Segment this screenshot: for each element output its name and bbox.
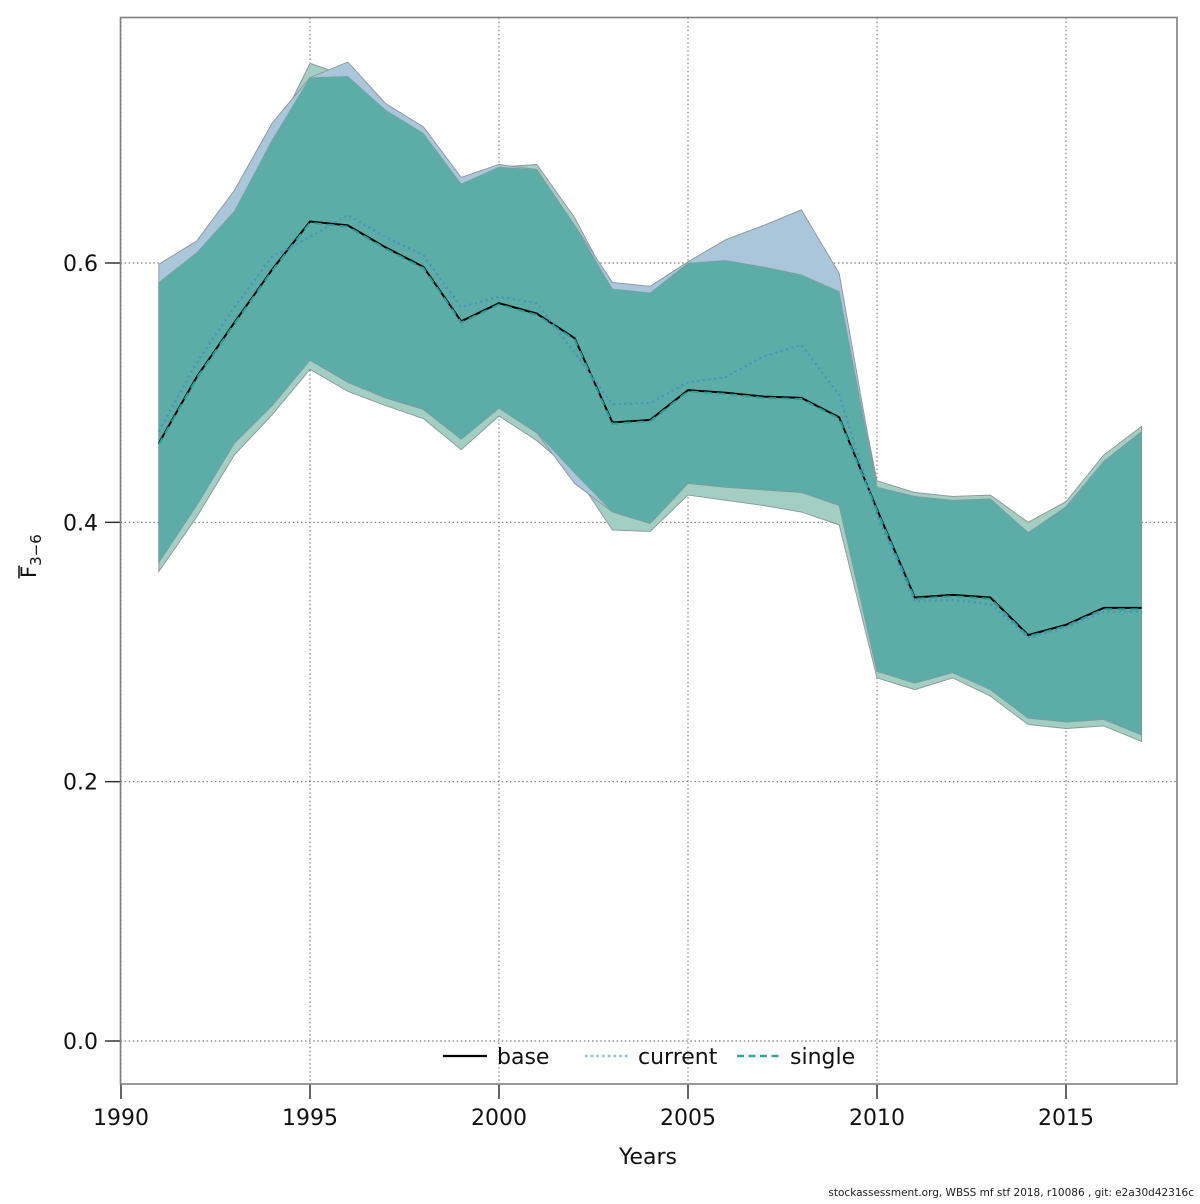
footer-attribution: stockassessment.org, WBSS mf stf 2018, r… bbox=[828, 1187, 1194, 1199]
x-tick-label-1990: 1990 bbox=[93, 1106, 149, 1131]
y-axis-title-subscript: 3−6 bbox=[27, 534, 45, 566]
y-tick-label-0.4: 0.4 bbox=[63, 511, 98, 536]
y-tick-label-0.6: 0.6 bbox=[63, 252, 98, 277]
band-overlap bbox=[158, 75, 1142, 736]
legend-label-single: single bbox=[790, 1045, 855, 1070]
x-axis-title: Years bbox=[618, 1145, 677, 1170]
legend-label-current: current bbox=[638, 1045, 718, 1070]
x-tick-label-2010: 2010 bbox=[849, 1106, 905, 1131]
x-tick-label-2015: 2015 bbox=[1038, 1106, 1094, 1131]
x-tick-label-2005: 2005 bbox=[660, 1106, 716, 1131]
legend-label-base: base bbox=[497, 1045, 549, 1070]
legend: base current single bbox=[443, 1045, 855, 1070]
plot-border bbox=[119, 16, 1178, 1085]
y-axis-title: F3−6 bbox=[17, 534, 45, 579]
x-tick-label-2000: 2000 bbox=[471, 1106, 527, 1131]
x-tick-label-1995: 1995 bbox=[282, 1106, 338, 1131]
line-single bbox=[157, 221, 1142, 638]
y-tick-label-0: 0.0 bbox=[63, 1030, 98, 1055]
y-tick-label-0.2: 0.2 bbox=[63, 771, 98, 796]
plot-generated-layer: 1990 1995 2000 2005 2010 2015 0.0 0.2 0.4 0.6 bbox=[63, 17, 1177, 1131]
y-axis-title-main: F3−6 bbox=[17, 534, 45, 578]
line-base bbox=[157, 220, 1142, 637]
